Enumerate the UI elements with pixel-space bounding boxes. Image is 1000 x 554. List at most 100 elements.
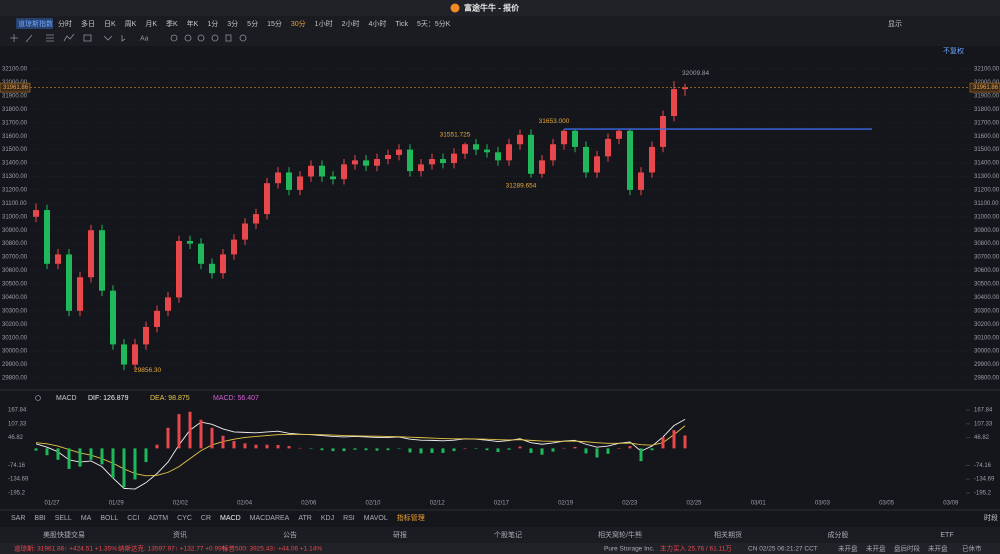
macd-bar	[386, 448, 390, 451]
period-tab[interactable]: Tick	[395, 21, 408, 28]
indicator-tab[interactable]: CCI	[127, 515, 139, 522]
bottom-tab[interactable]: 研报	[393, 530, 407, 539]
indicator-tab[interactable]: ATR	[298, 515, 311, 522]
period-tab[interactable]: 月K	[145, 20, 157, 28]
x-tick-label: 01/27	[44, 501, 60, 507]
bottom-tab[interactable]: 资讯	[173, 530, 187, 539]
candle-body	[495, 152, 501, 161]
y-tick-label: 31000.00	[974, 214, 1000, 220]
period-tab[interactable]: 日K	[104, 20, 116, 28]
indicator-tab[interactable]: 指标管理	[397, 513, 425, 522]
status-item: Pure Storage Inc.	[604, 546, 655, 553]
indicator-tab[interactable]: RSI	[343, 515, 355, 522]
tool-circle[interactable]	[170, 34, 178, 42]
tool-wave[interactable]	[63, 33, 75, 42]
candle-body	[407, 149, 413, 172]
indicator-tabs: SAR BBI SELL MA BOLL CCI ADTM CYC CR MACD MACDAREA…	[11, 513, 425, 522]
candle-body	[528, 134, 534, 174]
tool-settings[interactable]	[239, 34, 247, 42]
x-tick-label: 03/01	[751, 501, 767, 507]
indicator-tab[interactable]: SAR	[11, 515, 25, 522]
panel-settings[interactable]	[35, 395, 41, 401]
candle-body	[110, 290, 116, 345]
bottom-tab[interactable]: 公告	[283, 530, 297, 539]
indicator-tab[interactable]: ADTM	[148, 515, 168, 522]
tool-cross[interactable]	[10, 34, 18, 42]
y-tick-label: 29800.00	[2, 376, 28, 382]
bottom-tab[interactable]: ETF	[940, 532, 953, 539]
macd-bar	[496, 448, 500, 453]
period-tab[interactable]: 2小时	[342, 19, 360, 28]
bottom-tab[interactable]: 相关窝轮/牛熊	[598, 530, 642, 539]
bottom-tab[interactable]: 成分股	[828, 530, 849, 539]
tool-fib[interactable]	[103, 35, 113, 41]
bottom-tab[interactable]: 个股笔记	[494, 530, 522, 539]
y-tick-label: 30700.00	[2, 255, 28, 261]
period-tab[interactable]: 1小时	[315, 19, 333, 28]
tool-line[interactable]	[25, 34, 33, 43]
last-price-box	[969, 82, 1000, 93]
period-tab[interactable]: 季K	[166, 19, 178, 28]
adjust-button[interactable]: 不复权	[943, 46, 964, 55]
period-tab[interactable]: 分时	[58, 19, 72, 28]
period-tab[interactable]: 3分	[227, 19, 238, 28]
macd-bar	[155, 444, 159, 449]
tool-lock[interactable]	[211, 34, 219, 42]
period-tab[interactable]: 5天：5分K	[417, 19, 451, 28]
tool-rect[interactable]	[83, 34, 92, 42]
display-button[interactable]: 显示	[888, 20, 902, 28]
tool-parallel[interactable]	[46, 34, 54, 42]
period-tab[interactable]: 30分	[291, 19, 306, 28]
period-tab[interactable]: 周K	[125, 20, 137, 28]
candle-body	[330, 176, 336, 180]
y-tick-label: 30500.00	[2, 282, 28, 288]
macd-bar	[650, 448, 654, 451]
period-tab[interactable]: 5分	[247, 19, 258, 28]
indicator-tab[interactable]: MACDAREA	[250, 515, 290, 522]
period-tab[interactable]: 4小时	[368, 19, 386, 28]
indicator-tab[interactable]: MA	[81, 515, 92, 522]
price-annotation: 32009.84	[682, 70, 709, 77]
tool-delete[interactable]	[225, 34, 232, 42]
candle-body	[451, 153, 457, 164]
indicator-tab[interactable]: BOLL	[100, 515, 118, 522]
macd-bar	[463, 448, 467, 449]
session-button[interactable]: 时段	[984, 513, 998, 522]
candle-body	[187, 240, 193, 244]
period-tab[interactable]: 年K	[187, 19, 199, 28]
indicator-tab[interactable]: CR	[201, 515, 211, 522]
symbol-tab[interactable]: 道琼斯指数	[18, 19, 53, 28]
indicator-tab[interactable]: KDJ	[321, 515, 334, 522]
tool-arrow[interactable]	[121, 35, 126, 42]
tool-magnet[interactable]	[184, 34, 192, 42]
macd-bar	[364, 448, 368, 451]
indicator-tab[interactable]: CYC	[177, 515, 192, 522]
candle-body	[253, 214, 259, 224]
macd-bar	[56, 448, 60, 460]
x-tick-label: 02/12	[430, 501, 446, 507]
candle-body	[220, 254, 226, 274]
macd-bar	[287, 446, 291, 449]
macd-bar	[188, 411, 192, 449]
candle-body	[429, 159, 435, 165]
macd-bar	[111, 448, 115, 479]
indicator-tab[interactable]: MACD	[220, 515, 241, 522]
indicator-tab[interactable]: SELL	[55, 515, 72, 522]
macd-bar	[45, 448, 49, 456]
bottom-tab[interactable]: 相关期货	[714, 530, 742, 539]
bottom-tab[interactable]: 美股快捷交易	[43, 530, 85, 539]
x-tick-label: 02/04	[237, 501, 253, 507]
indicator-tab[interactable]: BBI	[34, 515, 45, 522]
y-tick-label: 31800.00	[974, 107, 1000, 113]
macd-bar	[573, 447, 577, 449]
tool-text-icon[interactable]: Aa	[140, 35, 149, 42]
period-tab[interactable]: 多日	[81, 19, 95, 28]
indicator-tab[interactable]: MAVOL	[364, 515, 388, 522]
period-tabs: 分时 多日 日K 周K 月K 季K 年K 1分 3分 5分 15分 30分 1小时 2小时 4小时 Tick 5…	[58, 19, 451, 28]
y-tick-label: -134.69	[974, 477, 995, 483]
period-tab[interactable]: 15分	[267, 19, 282, 28]
tool-hide[interactable]	[197, 34, 205, 42]
symbol-tab-bg	[16, 18, 53, 29]
toolbar	[0, 16, 1000, 46]
period-tab[interactable]: 1分	[207, 19, 218, 28]
